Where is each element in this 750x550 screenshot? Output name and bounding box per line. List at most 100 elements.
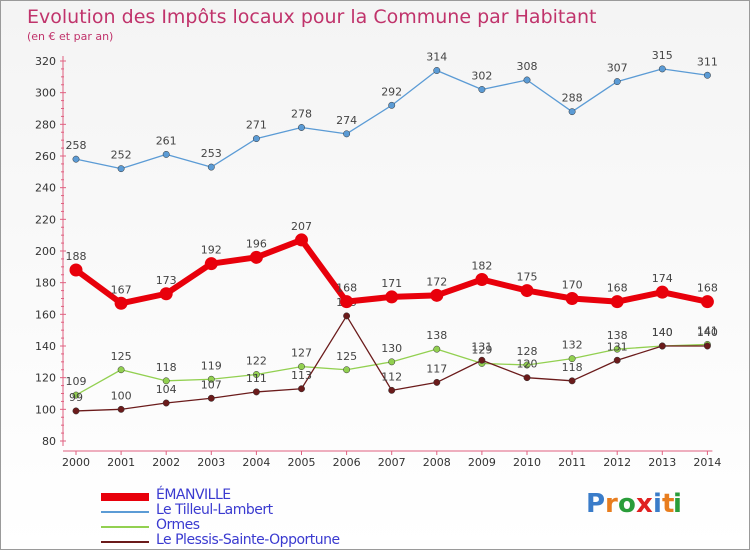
data-point: [433, 378, 441, 386]
x-tick-label: 2004: [242, 456, 270, 469]
logo-letter: o: [618, 489, 637, 519]
legend-label: ÉMANVILLE: [156, 487, 231, 503]
data-label: 138: [607, 329, 628, 342]
data-label: 111: [246, 372, 267, 385]
data-point: [343, 130, 351, 138]
data-point: [207, 394, 215, 402]
data-label: 130: [381, 342, 402, 355]
data-label: 118: [156, 361, 177, 374]
data-point: [385, 290, 399, 304]
logo-letter: r: [605, 489, 619, 519]
data-point: [249, 250, 263, 264]
data-point: [162, 150, 170, 158]
x-tick-label: 2013: [648, 456, 676, 469]
data-label: 107: [201, 378, 222, 391]
data-label: 167: [111, 283, 132, 296]
data-label: 125: [336, 350, 357, 363]
data-label: 128: [517, 345, 538, 358]
data-label: 104: [156, 383, 177, 396]
data-label: 127: [291, 347, 312, 360]
data-label: 119: [201, 359, 222, 372]
x-tick-label: 2001: [107, 456, 135, 469]
legend-label: Le Plessis-Sainte-Opportune: [156, 532, 340, 548]
x-tick-label: 2011: [558, 456, 586, 469]
data-point: [298, 385, 305, 393]
data-point: [613, 78, 621, 86]
data-point: [523, 76, 531, 84]
y-tick-label: 220: [35, 213, 56, 226]
y-tick-label: 240: [35, 182, 56, 195]
data-point: [204, 257, 218, 271]
data-label: 271: [246, 119, 267, 132]
y-tick-label: 140: [35, 340, 56, 353]
data-label: 302: [471, 70, 492, 83]
data-label: 278: [291, 108, 312, 121]
legend-swatch: [101, 511, 149, 513]
data-point: [298, 124, 305, 131]
x-tick-label: 2002: [152, 456, 180, 469]
x-tick-label: 2010: [513, 456, 541, 469]
data-label: 314: [426, 51, 447, 64]
x-tick-label: 2014: [693, 456, 721, 469]
data-point: [252, 388, 260, 396]
data-label: 288: [562, 92, 583, 105]
legend-swatch: [101, 541, 149, 543]
data-label: 109: [66, 375, 87, 388]
data-label: 131: [607, 340, 628, 353]
data-point: [298, 363, 305, 371]
data-label: 261: [156, 134, 177, 147]
data-point: [658, 65, 666, 73]
data-label: 120: [517, 358, 538, 371]
series-line-1: [75, 68, 708, 170]
data-point: [568, 108, 576, 116]
data-point: [162, 377, 170, 385]
data-point: [159, 287, 173, 301]
data-point: [520, 284, 534, 298]
data-point: [117, 165, 125, 173]
data-label: 192: [201, 244, 222, 257]
data-label: 140: [652, 326, 673, 339]
data-point: [700, 295, 714, 309]
y-tick-label: 280: [35, 118, 56, 131]
data-point: [613, 345, 621, 353]
logo-letter: x: [636, 489, 654, 519]
x-tick-label: 2005: [288, 456, 316, 469]
chart-title: Evolution des Impôts locaux pour la Comm…: [27, 6, 597, 28]
data-label: 132: [562, 339, 583, 352]
data-point: [565, 292, 579, 305]
data-label: 168: [336, 282, 357, 295]
data-point: [114, 296, 128, 310]
data-label: 292: [381, 85, 402, 98]
data-point: [475, 273, 489, 286]
data-label: 118: [562, 361, 583, 374]
data-point: [658, 342, 666, 350]
logo-letter: P: [586, 489, 607, 519]
y-tick-label: 200: [35, 245, 56, 258]
data-label: 129: [471, 343, 492, 356]
data-label: 188: [66, 250, 87, 263]
y-tick-label: 320: [35, 55, 56, 68]
data-label: 172: [426, 275, 447, 288]
data-label: 99: [69, 391, 83, 404]
data-point: [207, 375, 215, 383]
data-label: 117: [426, 362, 447, 375]
data-label: 131: [471, 340, 492, 353]
data-point: [72, 155, 80, 163]
data-label: 168: [697, 282, 718, 295]
data-label: 168: [607, 282, 628, 295]
y-tick-label: 100: [35, 403, 56, 416]
data-point: [388, 101, 396, 109]
data-label: 252: [111, 149, 132, 162]
data-label: 311: [697, 55, 718, 68]
data-point: [388, 358, 396, 366]
logo-letter: i: [673, 489, 683, 519]
data-label: 253: [201, 147, 222, 160]
data-point: [610, 295, 624, 309]
data-label: 122: [246, 355, 267, 368]
legend-label: Le Tilleul-Lambert: [156, 502, 273, 518]
x-tick-label: 2003: [197, 456, 225, 469]
x-tick-label: 2009: [468, 456, 496, 469]
data-point: [343, 366, 351, 374]
data-point: [568, 355, 576, 363]
data-label: 113: [291, 369, 312, 382]
